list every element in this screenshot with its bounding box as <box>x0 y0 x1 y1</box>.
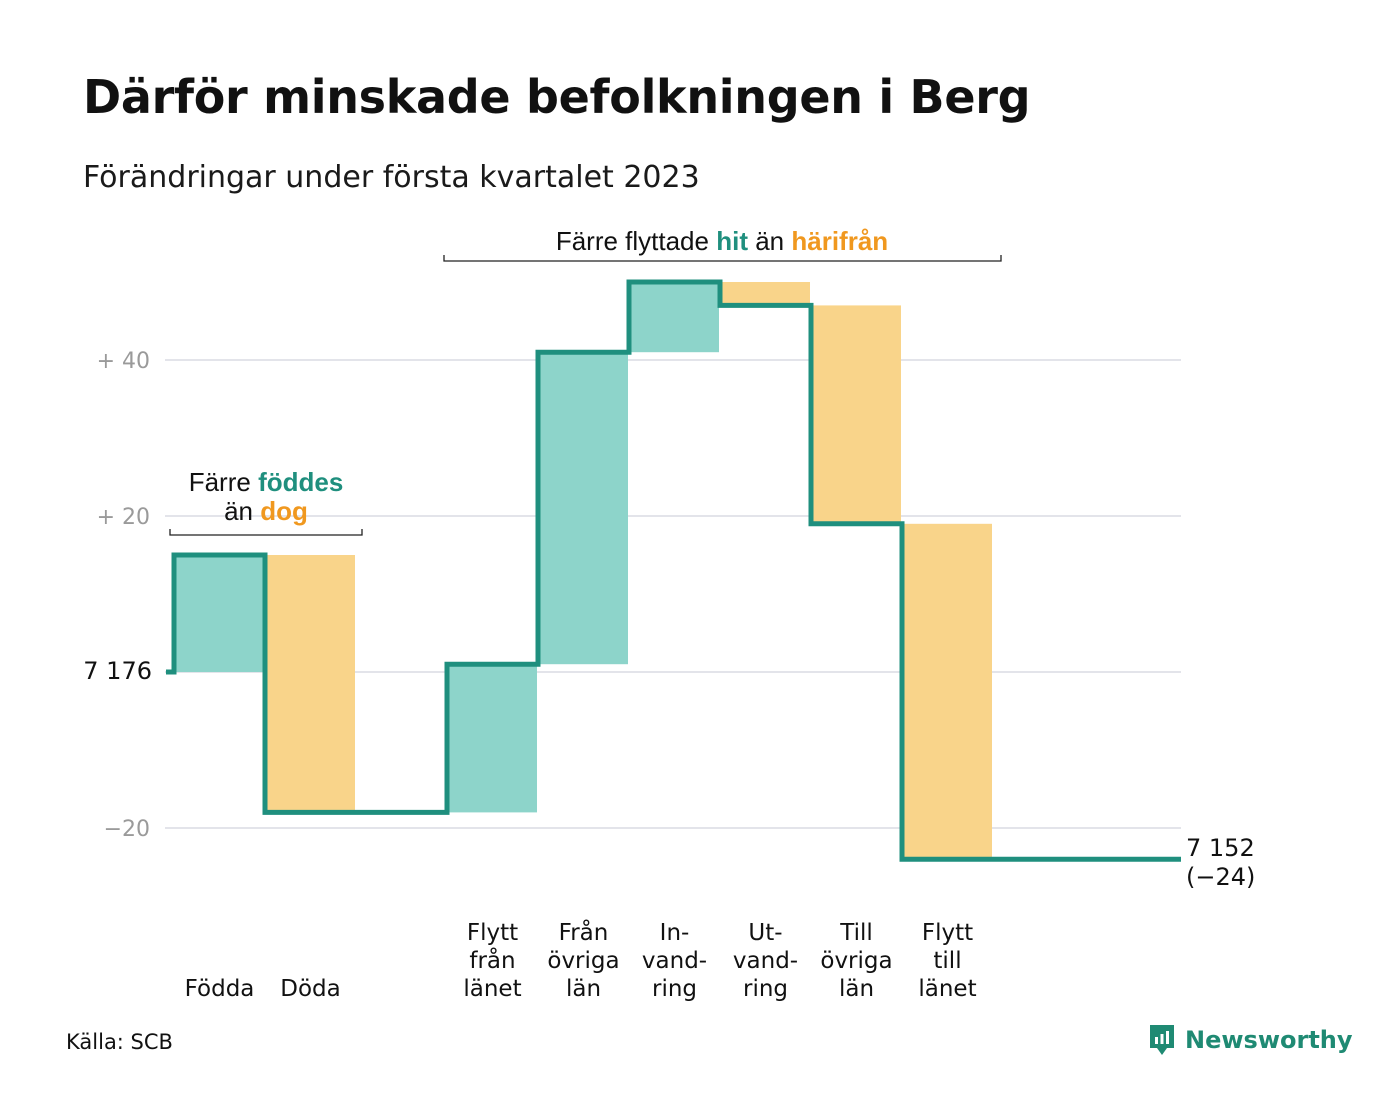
category-label: Ut- <box>748 920 782 946</box>
brand-name: Newsworthy <box>1185 1026 1353 1054</box>
category-label: In- <box>660 920 690 946</box>
migration-ann-inflow-word: hit <box>716 226 748 256</box>
births-ann-mid: än <box>224 496 253 526</box>
bar-ring <box>721 282 810 306</box>
births-ann-inflow-word: föddes <box>258 467 343 497</box>
bar-länet <box>448 664 537 813</box>
category-label: vand- <box>733 948 798 974</box>
newsworthy-icon <box>1150 1025 1174 1055</box>
category-label: övriga <box>820 948 892 974</box>
svg-text:än dog: än dog <box>224 496 308 526</box>
y-tick-label: + 20 <box>97 505 150 530</box>
migration-bracket <box>443 255 1002 262</box>
category-label: länet <box>463 976 521 1002</box>
svg-text:Färre föddes: Färre föddes <box>189 467 344 497</box>
category-label: län <box>839 976 874 1002</box>
running-total-line <box>166 279 1181 862</box>
category-label: Födda <box>185 976 255 1002</box>
migration-ann-prefix: Färre flyttade <box>556 226 709 256</box>
category-label: övriga <box>547 948 619 974</box>
category-label: ring <box>743 976 788 1002</box>
category-label: Flytt <box>467 920 518 946</box>
waterfall-chart: + 40+ 20−20 Födda DödaFlyttfrånlänetFrånö… <box>83 226 1255 1002</box>
end-value-label: 7 152 <box>1186 834 1255 862</box>
bar-ring <box>630 282 719 353</box>
category-label: Döda <box>280 976 340 1002</box>
category-label: länet <box>918 976 976 1002</box>
bar-födda <box>175 555 264 672</box>
category-label: från <box>469 946 515 974</box>
bar-län <box>812 305 901 524</box>
category-label: Från <box>559 918 609 946</box>
category-labels: Födda DödaFlyttfrånlänetFrånövrigalänIn-v… <box>185 918 977 1002</box>
category-label: län <box>566 976 601 1002</box>
migration-ann-outflow-word: härifrån <box>791 226 888 256</box>
bar-län <box>539 352 628 665</box>
bars <box>175 282 992 860</box>
births-ann-prefix: Färre <box>189 467 251 497</box>
category-label: vand- <box>642 948 707 974</box>
category-label: Till <box>839 920 873 946</box>
gridlines <box>165 359 1181 829</box>
births-ann-outflow-word: dog <box>260 496 308 526</box>
category-label: till <box>933 948 961 974</box>
category-label: ring <box>652 976 697 1002</box>
end-change-label: (−24) <box>1186 863 1255 891</box>
newsworthy-logo: Newsworthy <box>1147 1022 1353 1058</box>
chart-subtitle: Förändringar under första kvartalet 2023 <box>83 160 700 195</box>
svg-text:Färre flyttade h: Färre flyttade hit än härifrån <box>556 226 888 256</box>
source-note: Källa: SCB <box>66 1030 173 1054</box>
category-label: Flytt <box>922 920 973 946</box>
y-axis-ticks: + 40 + 20 −20 <box>97 349 150 842</box>
births-annotation: Färre föddes än dog <box>169 467 363 536</box>
bar-länet <box>903 523 992 860</box>
migration-annotation: Färre flyttade hit än härifrån <box>443 226 1002 262</box>
migration-ann-mid: än <box>755 226 784 256</box>
bar-döda <box>266 555 355 813</box>
births-bracket <box>169 529 363 536</box>
y-tick-label: −20 <box>104 817 150 842</box>
start-value-label: 7 176 <box>83 657 152 685</box>
y-tick-label: + 40 <box>97 349 150 374</box>
chart-title: Därför minskade befolkningen i Berg <box>83 70 1031 124</box>
